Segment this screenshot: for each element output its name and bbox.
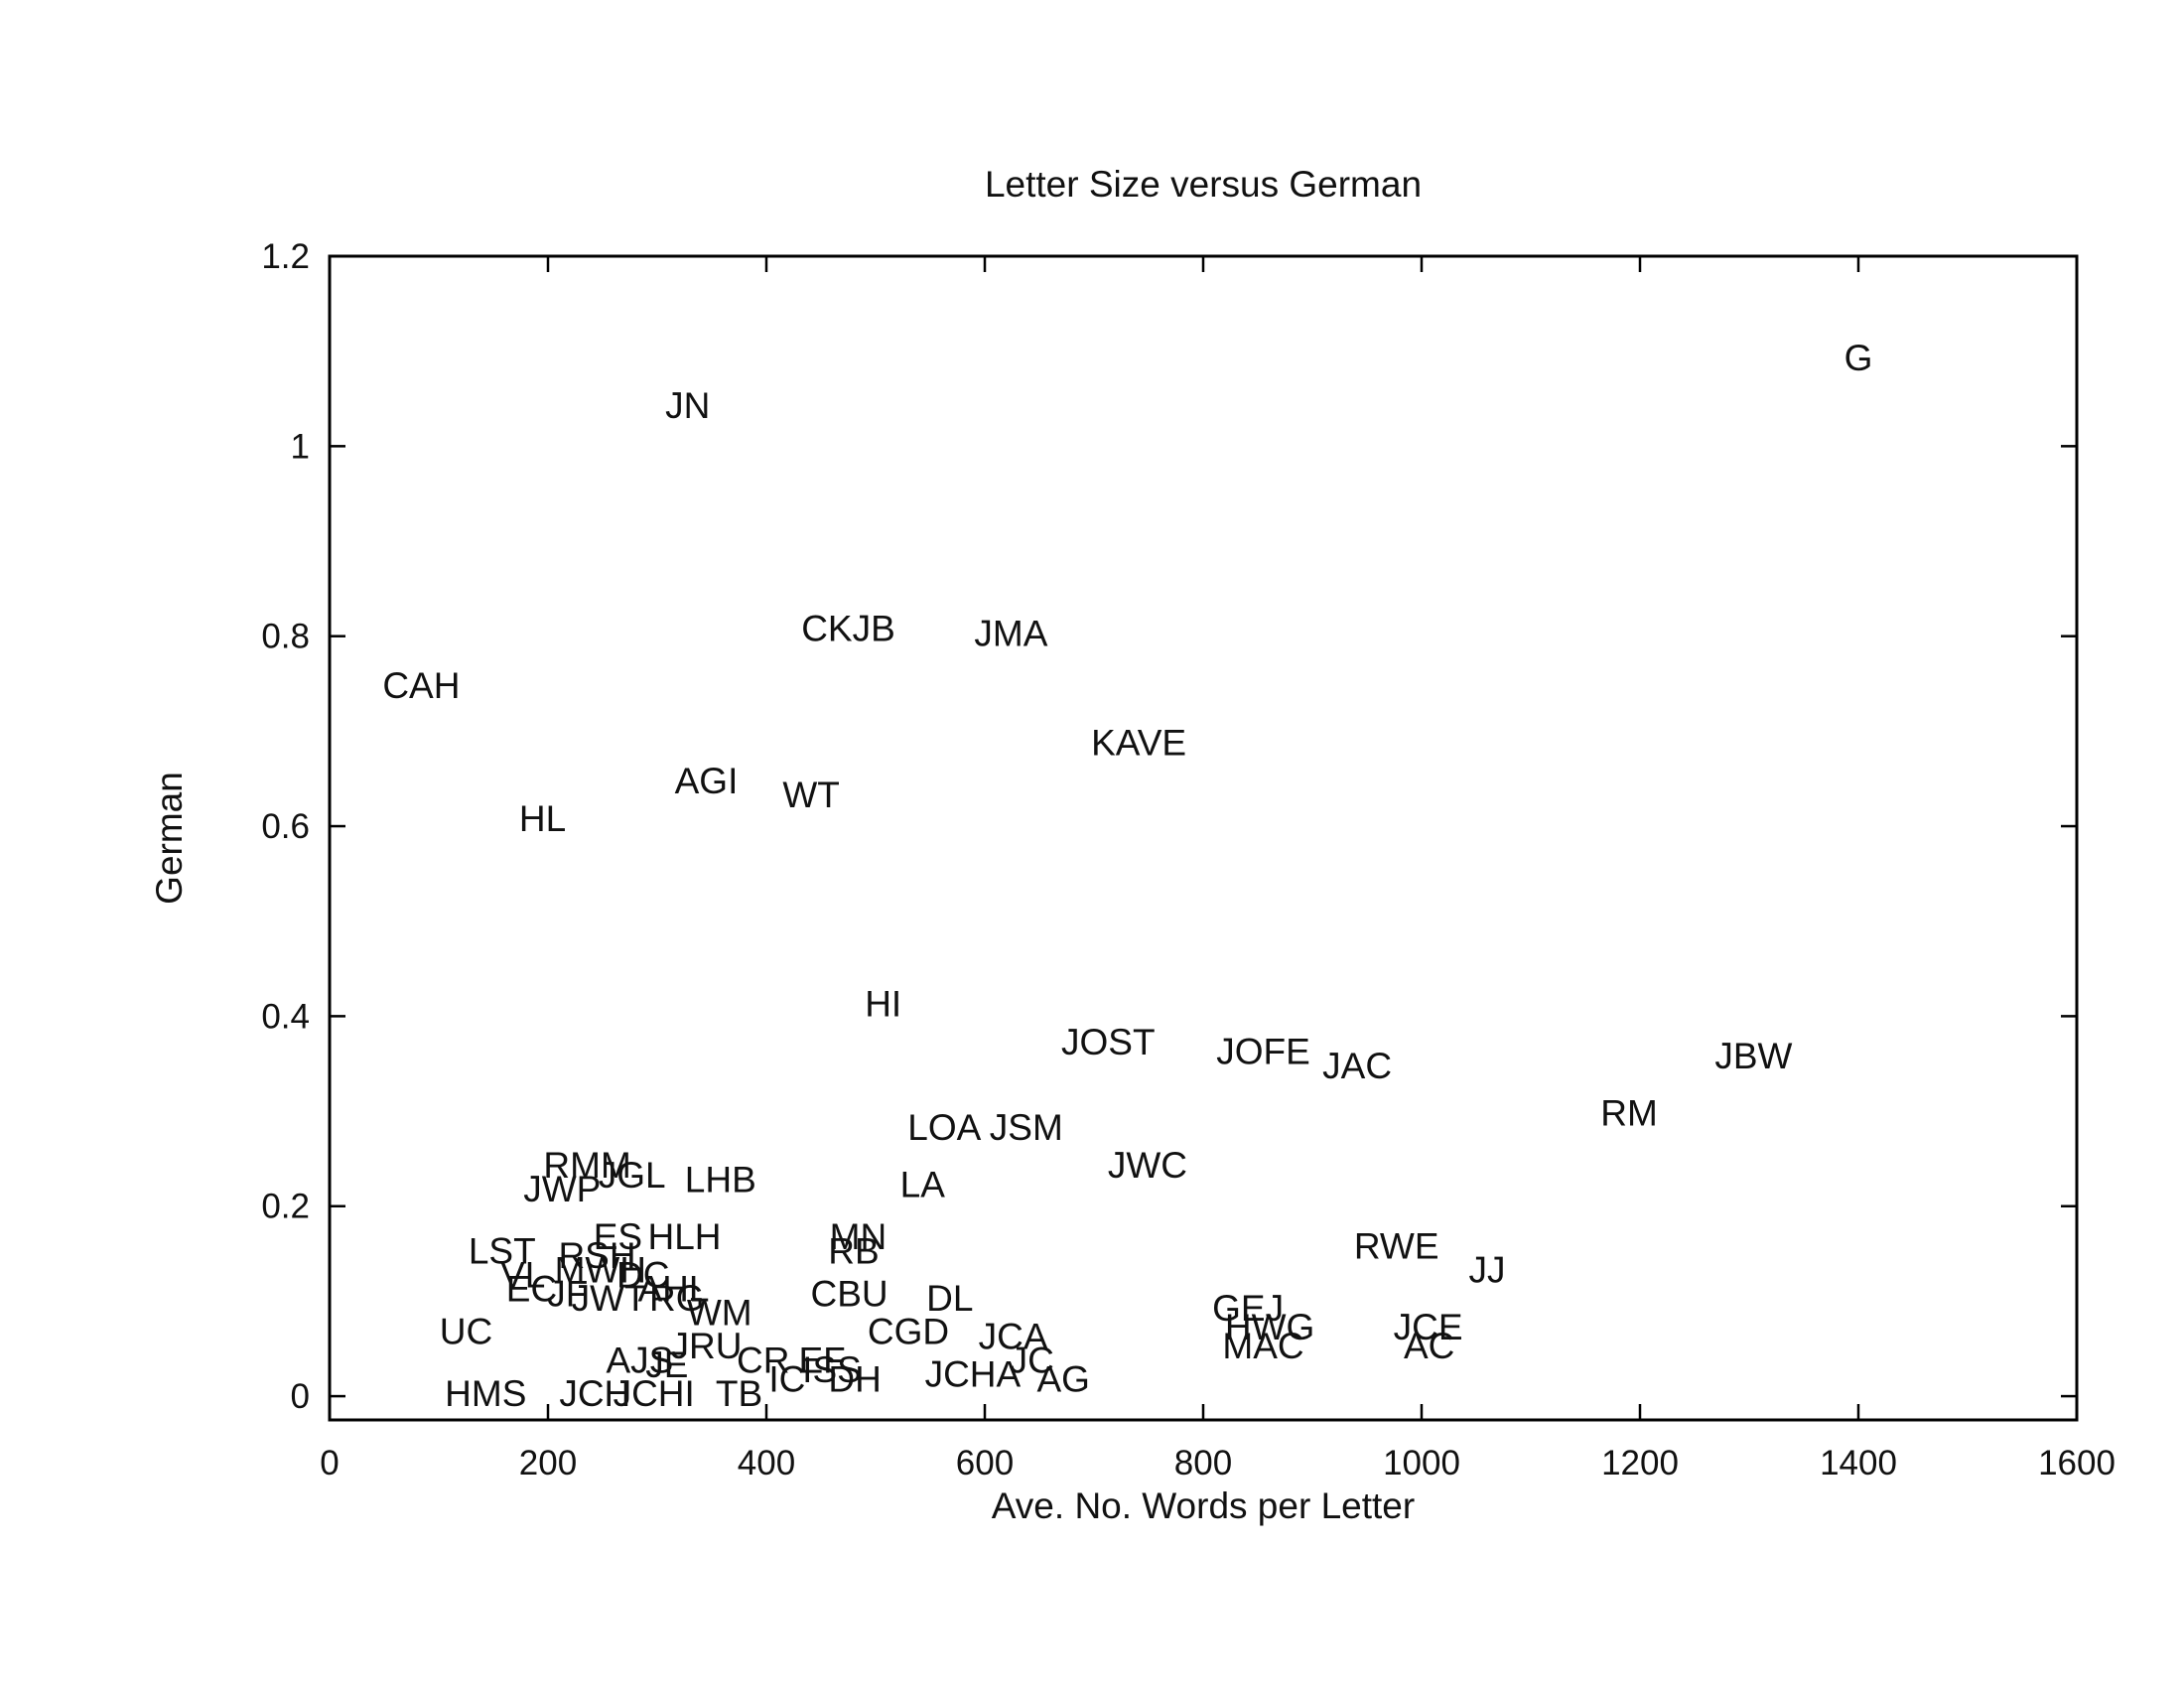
data-point-label: JWP <box>523 1169 601 1209</box>
y-axis-label: German <box>149 772 190 905</box>
data-point-label: GEJ <box>1212 1288 1284 1329</box>
data-point-label: HWG <box>1225 1307 1314 1347</box>
data-point-label: CGD <box>868 1312 949 1352</box>
data-point-label: JWT <box>572 1278 647 1319</box>
data-point-label: RB <box>828 1230 879 1271</box>
data-point-label: HMS <box>445 1373 526 1414</box>
data-point-label: HI <box>865 984 901 1025</box>
data-point-label: VL <box>500 1254 545 1295</box>
data-point-label: LHB <box>685 1160 756 1200</box>
data-point-label: LOA <box>907 1107 981 1148</box>
data-point-label: JSM <box>990 1107 1063 1148</box>
data-point-label: DC <box>616 1254 669 1295</box>
data-point-label: RWE <box>1354 1226 1439 1267</box>
x-tick-label: 0 <box>320 1444 339 1482</box>
data-point-label: RMM <box>543 1145 630 1186</box>
data-point-label: HL <box>519 798 566 839</box>
data-point-label: JMA <box>974 613 1047 653</box>
data-point-label: JOFE <box>1216 1031 1310 1071</box>
data-point-label: WM <box>687 1293 752 1334</box>
x-tick-label: 200 <box>519 1444 577 1482</box>
data-point-label: JCHI <box>614 1373 695 1414</box>
y-tick-label: 1.2 <box>261 237 310 276</box>
data-point-label: HLH <box>647 1216 721 1257</box>
data-point-label: CAH <box>382 665 460 706</box>
data-point-label: G <box>1844 338 1873 378</box>
x-tick-label: 1200 <box>1601 1444 1679 1482</box>
data-point-label: DL <box>926 1278 973 1319</box>
data-point-label: AC <box>1404 1326 1454 1366</box>
data-point-label: LST <box>469 1230 536 1271</box>
data-point-label: JGL <box>599 1155 666 1196</box>
data-point-label: AG <box>1036 1359 1089 1400</box>
data-point-label: UC <box>440 1312 492 1352</box>
y-tick-label: 0.4 <box>261 997 310 1036</box>
data-point-label: RG <box>649 1278 705 1319</box>
data-point-label: JCHA <box>925 1354 1022 1395</box>
data-point-label: JN <box>665 385 710 426</box>
data-point-label: ES <box>594 1216 642 1257</box>
x-tick-label: 600 <box>956 1444 1014 1482</box>
data-point-label: EC <box>506 1269 557 1310</box>
data-point-label: JRU <box>671 1326 743 1366</box>
y-tick-label: 0.2 <box>261 1188 310 1226</box>
data-point-label: LA <box>900 1164 946 1204</box>
data-point-label: DH <box>828 1359 881 1400</box>
data-point-label: ISS <box>802 1349 862 1390</box>
data-point-label: IC <box>768 1359 805 1400</box>
data-point-label: JOST <box>1061 1022 1156 1062</box>
data-point-label: AHL <box>638 1269 710 1310</box>
data-point-label: JAC <box>1322 1046 1392 1086</box>
data-point-label: MAC <box>1222 1326 1303 1366</box>
y-tick-label: 0 <box>291 1377 310 1416</box>
y-tick-label: 0.6 <box>261 807 310 846</box>
x-tick-label: 400 <box>738 1444 795 1482</box>
y-tick-label: 1 <box>291 427 310 466</box>
data-point-label: CR <box>737 1340 789 1380</box>
data-point-label: AGI <box>675 761 739 801</box>
data-point-label: JJ <box>1469 1249 1506 1290</box>
data-point-label: CKJB <box>801 609 895 649</box>
data-point-label: RM <box>1600 1093 1658 1134</box>
data-point-label: MN <box>830 1216 887 1257</box>
y-tick-label: 0.8 <box>261 618 310 656</box>
data-point-label: JE <box>645 1344 688 1385</box>
data-point-label: KAVE <box>1091 722 1186 763</box>
data-point-label: WT <box>782 775 840 815</box>
x-tick-label: 1000 <box>1383 1444 1460 1482</box>
data-point-label: JBW <box>1714 1036 1792 1076</box>
x-axis-label: Ave. No. Words per Letter <box>992 1485 1415 1526</box>
data-point-label: CBU <box>811 1273 888 1314</box>
chart-title: Letter Size versus German <box>985 164 1422 205</box>
data-point-label: JWC <box>1108 1145 1187 1186</box>
data-point-label: TB <box>716 1373 762 1414</box>
data-point-label: JC <box>1010 1340 1054 1380</box>
data-point-label: MWH <box>555 1249 646 1290</box>
data-point-label: JCE <box>1394 1307 1463 1347</box>
x-tick-label: 1600 <box>2038 1444 2116 1482</box>
data-point-label: JF <box>547 1273 588 1314</box>
data-point-label: AJS <box>606 1340 673 1380</box>
data-point-label: EF <box>798 1340 845 1380</box>
x-tick-label: 800 <box>1174 1444 1232 1482</box>
data-point-label: JCH <box>559 1373 630 1414</box>
x-tick-label: 1400 <box>1820 1444 1897 1482</box>
data-point-label: JCA <box>979 1316 1048 1356</box>
data-point-label: RSH <box>558 1235 635 1276</box>
